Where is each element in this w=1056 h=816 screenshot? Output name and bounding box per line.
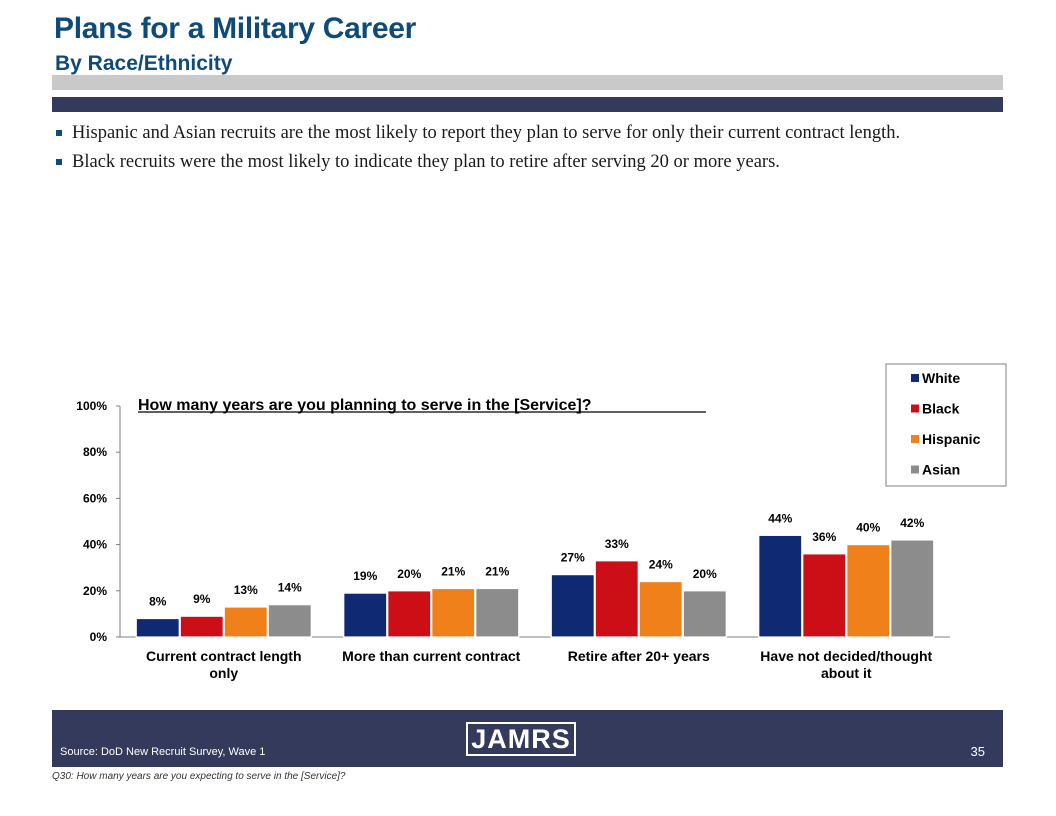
- page-subtitle: By Race/Ethnicity: [55, 52, 233, 75]
- x-tick-label: Retire after 20+ years: [568, 648, 710, 664]
- bullet-text: Hispanic and Asian recruits are the most…: [72, 123, 901, 143]
- legend-label: Black: [922, 401, 960, 417]
- header-band-light: [52, 75, 1003, 90]
- legend-swatch: [911, 465, 919, 474]
- data-label: 27%: [561, 551, 585, 565]
- data-label: 21%: [485, 564, 509, 578]
- x-tick-label: only: [209, 665, 238, 681]
- data-label: 24%: [649, 558, 673, 572]
- question-footnote: Q30: How many years are you expecting to…: [52, 771, 346, 782]
- data-label: 36%: [812, 530, 836, 544]
- data-label: 44%: [768, 511, 792, 525]
- bullet-item: Black recruits were the most likely to i…: [54, 151, 994, 174]
- header-band-dark: [52, 97, 1003, 112]
- legend-swatch: [911, 374, 919, 382]
- bar-black: [594, 560, 639, 638]
- bar-white: [343, 592, 388, 638]
- bar-black: [802, 553, 847, 638]
- data-label: 14%: [278, 581, 302, 595]
- data-label: 8%: [149, 595, 167, 609]
- y-tick-label: 80%: [83, 445, 107, 459]
- bar-black: [179, 615, 224, 638]
- legend-label: White: [922, 370, 960, 386]
- bar-asian: [890, 539, 935, 638]
- bar-asian: [475, 587, 520, 638]
- x-tick-label: Current contract length: [146, 648, 302, 664]
- legend-swatch: [911, 404, 919, 413]
- bar-white: [550, 574, 595, 638]
- y-tick-label: 20%: [83, 584, 107, 598]
- page-title: Plans for a Military Career: [54, 12, 417, 45]
- x-tick-label: Have not decided/thought: [760, 648, 932, 664]
- legend-label: Hispanic: [922, 431, 981, 447]
- bullet-square-icon: [56, 159, 62, 165]
- bar-asian: [267, 604, 312, 638]
- y-tick-label: 100%: [76, 399, 107, 413]
- chart-title: How many years are you planning to serve…: [138, 397, 591, 414]
- x-tick-label: about it: [821, 665, 872, 681]
- bar-hispanic: [846, 543, 891, 638]
- bullet-item: Hispanic and Asian recruits are the most…: [54, 122, 994, 145]
- data-label: 19%: [353, 569, 377, 583]
- bar-chart: 0% 20% 40% 60% 80% 100% How many years are you…: [76, 363, 1007, 681]
- bar-white: [135, 617, 180, 638]
- data-label: 20%: [397, 567, 421, 581]
- bullet-square-icon: [56, 130, 62, 136]
- bullet-list: Hispanic and Asian recruits are the most…: [54, 122, 994, 180]
- data-label: 40%: [856, 521, 880, 535]
- legend-box: [885, 363, 1007, 487]
- jamrs-logo: JAMRS: [466, 722, 576, 756]
- data-label: 20%: [693, 567, 717, 581]
- bar-hispanic: [223, 606, 268, 638]
- page-number: 35: [970, 744, 985, 759]
- x-tick-label: More than current contract: [342, 648, 520, 664]
- bar-hispanic: [431, 587, 476, 638]
- bar-asian: [682, 590, 727, 638]
- bar-black: [387, 590, 432, 638]
- data-label: 42%: [900, 516, 924, 530]
- legend-label: Asian: [922, 462, 960, 478]
- data-label: 33%: [605, 537, 629, 551]
- source-text: Source: DoD New Recruit Survey, Wave 1: [60, 746, 266, 758]
- data-label: 9%: [193, 592, 211, 606]
- data-label: 13%: [234, 583, 258, 597]
- legend-swatch: [911, 435, 919, 443]
- bar-white: [758, 534, 803, 638]
- bar-hispanic: [638, 580, 683, 638]
- data-label: 21%: [441, 564, 465, 578]
- y-tick-label: 60%: [83, 491, 107, 505]
- footer-band: JAMRS Source: DoD New Recruit Survey, Wa…: [52, 710, 1003, 767]
- bullet-text: Black recruits were the most likely to i…: [72, 152, 780, 172]
- y-tick-label: 0%: [90, 630, 108, 644]
- y-tick-label: 40%: [83, 538, 107, 552]
